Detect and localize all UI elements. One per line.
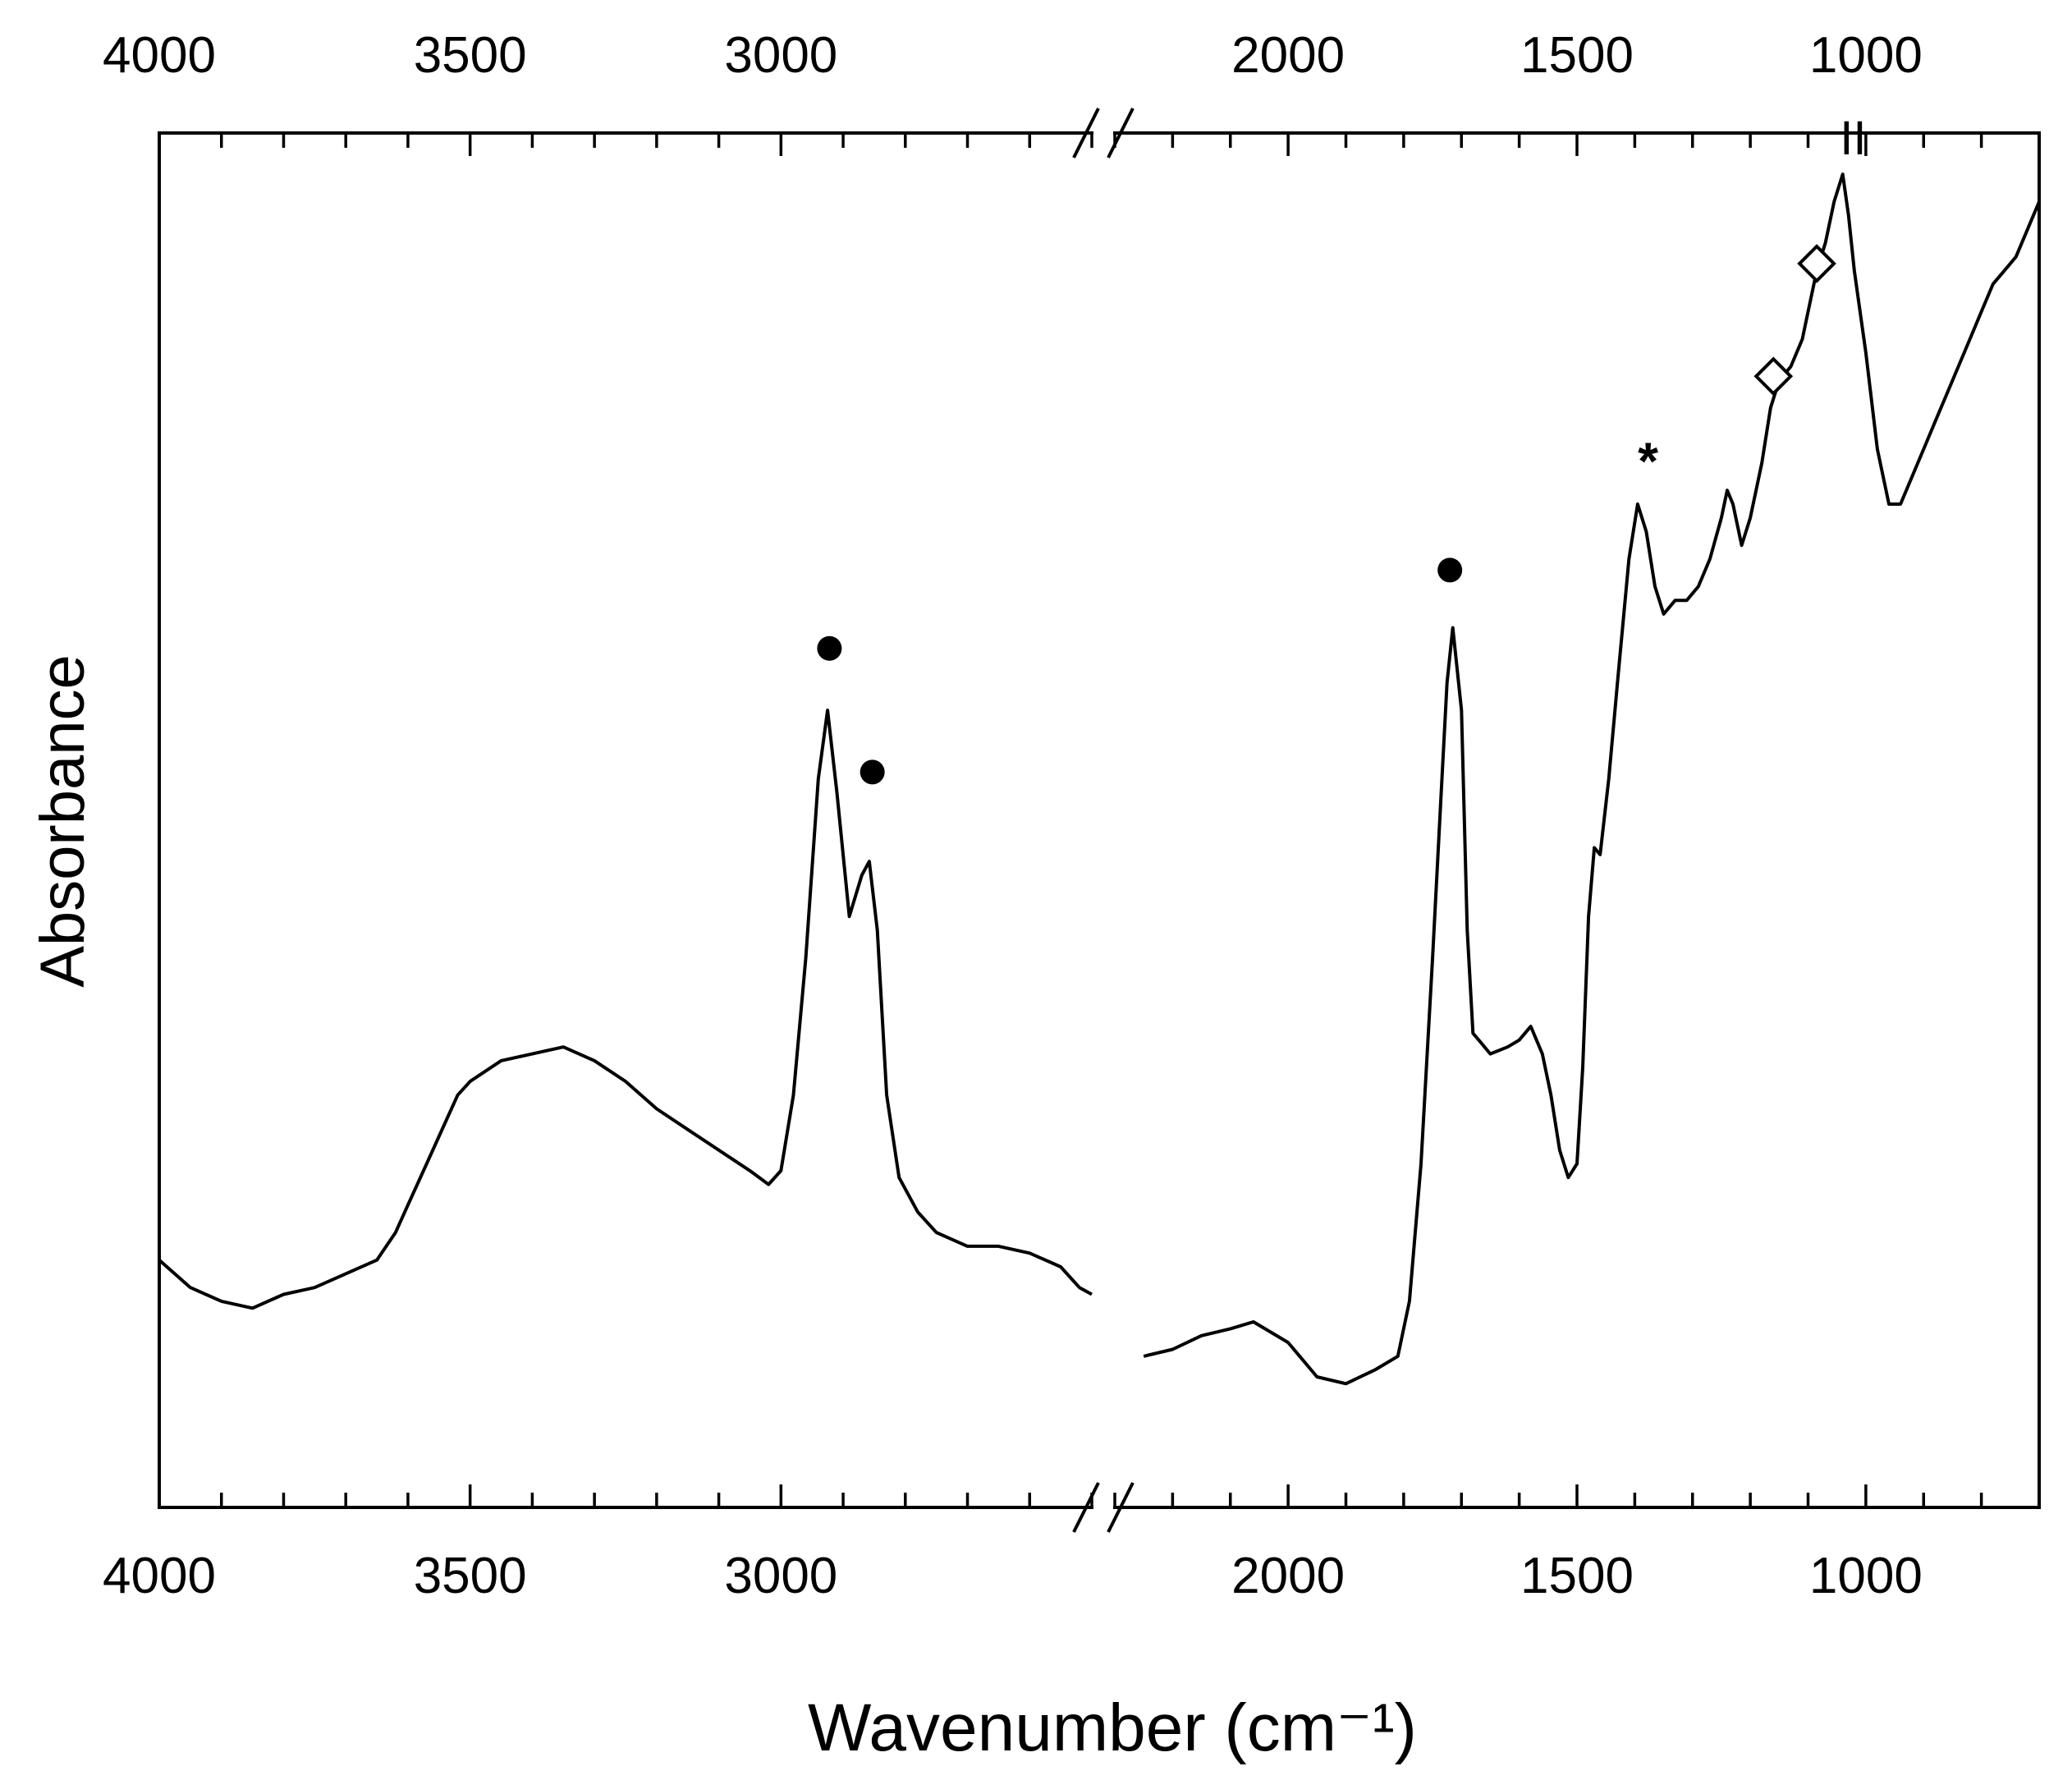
- peak-marker-open-diamond: [1753, 356, 1794, 397]
- axis-break-slash-top: [1107, 108, 1135, 158]
- x-tick-label-bottom: 3000: [724, 1548, 837, 1604]
- spectrum-low-wavenumber-line: [1143, 172, 2041, 1386]
- peak-marker-filled-circle: [1437, 557, 1463, 583]
- x-tick-label-top: 3500: [414, 27, 527, 84]
- peak-marker-open-diamond: [1797, 244, 1836, 283]
- top-axis-ticks: [158, 133, 2041, 156]
- spectrum-series: [158, 172, 2041, 1386]
- x-tick-label-top: 2000: [1231, 27, 1345, 84]
- x-tick-label-bottom: 2000: [1231, 1548, 1345, 1604]
- x-axis-title: Wavenumber (cm⁻¹): [808, 1691, 1417, 1765]
- top-axis-tick-labels: 4000 3500 3000 2000 1500 1000: [103, 27, 1923, 84]
- axis-break-slash-top: [1072, 108, 1100, 158]
- x-tick-label-bottom: 3500: [414, 1548, 527, 1604]
- axis-break-marks: [1072, 108, 1135, 1533]
- x-tick-label-top: 3000: [724, 27, 837, 84]
- x-tick-label-bottom: 4000: [103, 1548, 216, 1604]
- axis-break-slash-bottom: [1072, 1482, 1100, 1533]
- peak-marker-filled-circle: [860, 759, 885, 785]
- axis-break-gap: [1093, 126, 1113, 140]
- axis-break-gap: [1093, 1501, 1113, 1514]
- x-tick-label-top: 1000: [1809, 27, 1923, 84]
- peak-marker-label: II: [1840, 112, 1866, 165]
- bottom-axis-tick-labels: 4000 3500 3000 2000 1500 1000: [103, 1548, 1923, 1604]
- peak-annotations: * II: [817, 112, 1867, 785]
- peak-marker-asterisk: *: [1638, 431, 1658, 490]
- bottom-axis-ticks: [158, 1484, 2041, 1507]
- x-tick-label-top: 1500: [1520, 27, 1634, 84]
- plot-frame: [158, 131, 2041, 1509]
- y-axis-title: Absorbance: [28, 654, 98, 988]
- spectrum-high-wavenumber-line: [158, 709, 1093, 1310]
- peak-marker-filled-circle: [817, 635, 842, 661]
- x-tick-label-top: 4000: [103, 27, 216, 84]
- x-tick-label-bottom: 1000: [1809, 1548, 1923, 1604]
- x-tick-label-bottom: 1500: [1520, 1548, 1634, 1604]
- axis-break-slash-bottom: [1107, 1482, 1135, 1533]
